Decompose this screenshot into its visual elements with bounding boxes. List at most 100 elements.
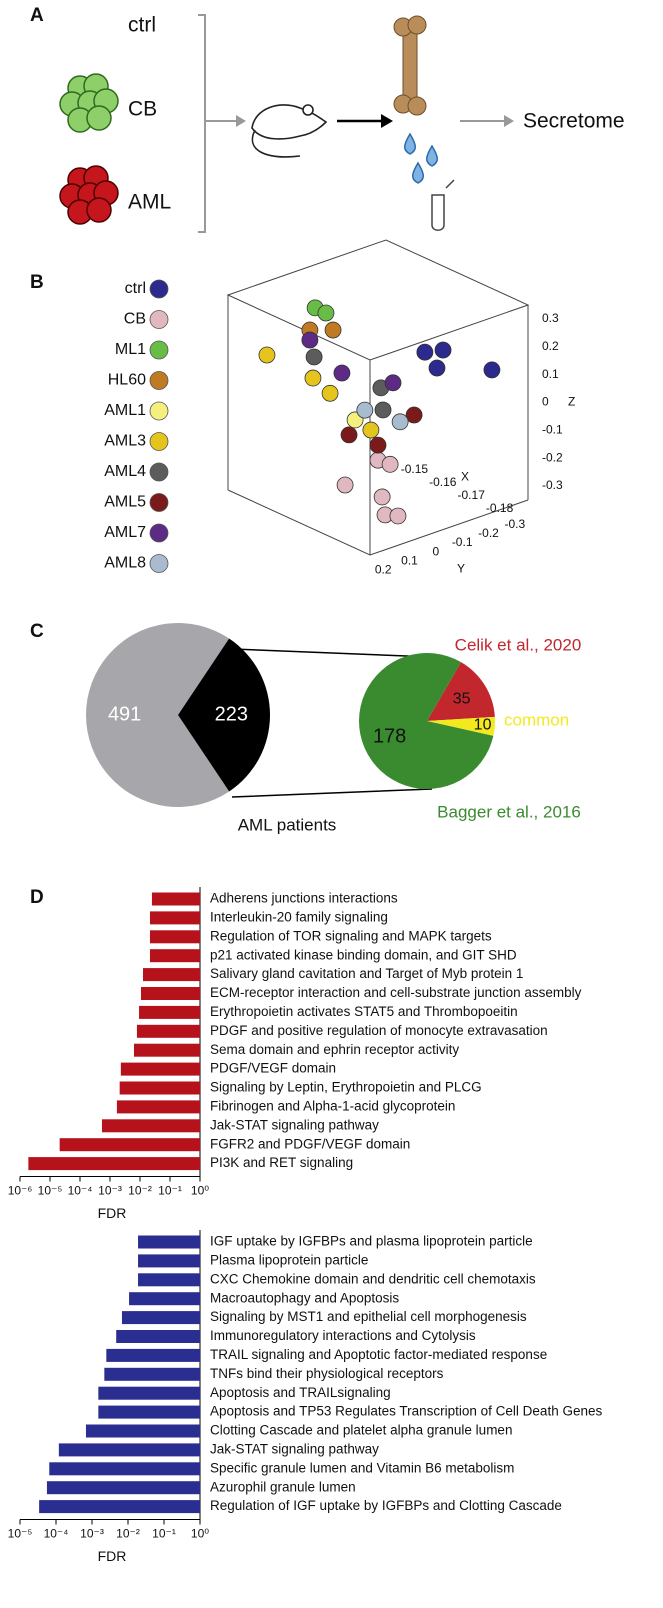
arrow-head bbox=[381, 114, 393, 128]
bar-label: PDGF/VEGF domain bbox=[210, 1061, 336, 1076]
panel-label: D bbox=[30, 887, 44, 908]
bar-label: Signaling by Leptin, Erythropoietin and … bbox=[210, 1080, 482, 1095]
y-axis-label: Y bbox=[457, 562, 465, 576]
point bbox=[374, 401, 392, 419]
x-tick-label: 10⁻¹ bbox=[152, 1527, 176, 1541]
bar bbox=[138, 1235, 200, 1249]
bar bbox=[116, 1100, 200, 1114]
bar bbox=[143, 968, 200, 982]
bar-label: Clotting Cascade and platelet alpha gran… bbox=[210, 1423, 512, 1438]
z-tick-label: 0.2 bbox=[542, 339, 559, 353]
bar bbox=[28, 1157, 200, 1171]
z-tick-label: 0.1 bbox=[542, 367, 559, 381]
bar bbox=[85, 1424, 200, 1438]
x-tick-label: 10⁰ bbox=[191, 1184, 209, 1198]
drops bbox=[404, 132, 438, 184]
bar-label: PDGF and positive regulation of monocyte… bbox=[210, 1023, 548, 1038]
legend-swatch bbox=[149, 462, 169, 482]
pie-slice bbox=[178, 638, 271, 792]
pie-label: AML patients bbox=[238, 815, 337, 834]
bar-label: Adherens junctions interactions bbox=[210, 891, 398, 906]
x-tick-label: 10⁻⁵ bbox=[38, 1184, 63, 1198]
bar-label: Regulation of IGF uptake by IGFBPs and C… bbox=[210, 1498, 562, 1513]
z-tick-label: -0.3 bbox=[542, 478, 563, 492]
x-tick-label: -0.17 bbox=[458, 488, 486, 502]
bar-label: Sema domain and ephrin receptor activity bbox=[210, 1042, 459, 1057]
bar-label: PI3K and RET signaling bbox=[210, 1155, 353, 1170]
y-tick-label: 0 bbox=[432, 544, 439, 558]
point bbox=[405, 406, 423, 424]
legend-swatch bbox=[149, 493, 169, 512]
z-axis-label: Z bbox=[568, 395, 575, 409]
legend-swatch bbox=[149, 401, 169, 421]
y-tick-label: 0.1 bbox=[401, 553, 418, 567]
bar bbox=[106, 1348, 200, 1362]
legend-label: AML4 bbox=[104, 463, 146, 480]
point bbox=[381, 455, 399, 473]
bar bbox=[120, 1062, 200, 1076]
cell-cluster bbox=[59, 73, 119, 133]
diagram: ctrl CB AML Secretome bbox=[59, 14, 625, 233]
bar-label: FGFR2 and PDGF/VEGF domain bbox=[210, 1136, 410, 1151]
mouse bbox=[251, 104, 328, 158]
connector bbox=[231, 648, 433, 798]
point bbox=[391, 413, 409, 431]
bar-label: ECM-receptor interaction and cell-substr… bbox=[210, 985, 582, 1000]
value-label: 491 bbox=[108, 703, 141, 725]
bone bbox=[393, 15, 427, 116]
category-label: common bbox=[504, 710, 569, 729]
x-tick-label: 10⁻⁴ bbox=[44, 1527, 69, 1541]
point bbox=[301, 331, 319, 349]
point bbox=[258, 346, 276, 364]
point bbox=[321, 384, 339, 402]
pie-slice bbox=[359, 653, 494, 790]
legend-label: AML3 bbox=[104, 433, 146, 450]
bracket bbox=[198, 14, 238, 233]
z-tick-label: 0.3 bbox=[542, 311, 559, 325]
x-axis-label: FDR bbox=[98, 1548, 127, 1564]
output-label: Secretome bbox=[523, 110, 625, 133]
bar-label: Azurophil granule lumen bbox=[210, 1479, 356, 1494]
bar bbox=[136, 1024, 200, 1038]
bar bbox=[138, 1254, 200, 1268]
x-axis-label: X bbox=[461, 470, 469, 484]
legend-label: AML7 bbox=[104, 524, 146, 541]
x-tick-label: 10⁻² bbox=[128, 1184, 152, 1198]
value-label: 223 bbox=[215, 703, 248, 725]
panel-label: C bbox=[30, 621, 44, 642]
pie-slice bbox=[427, 716, 495, 736]
x-tick-label: 10⁻⁵ bbox=[8, 1527, 33, 1541]
bar-label: TNFs bind their physiological receptors bbox=[210, 1366, 444, 1381]
bar bbox=[149, 911, 200, 925]
bar bbox=[133, 1043, 200, 1057]
value-label: 178 bbox=[373, 726, 406, 748]
x-tick-label: 10⁻² bbox=[116, 1527, 140, 1541]
point bbox=[434, 341, 452, 359]
tube bbox=[431, 179, 455, 231]
point bbox=[369, 436, 387, 454]
x-tick-label: -0.18 bbox=[486, 501, 514, 515]
legend-swatch bbox=[149, 340, 169, 360]
bar bbox=[104, 1367, 200, 1381]
legend-swatch bbox=[149, 310, 169, 329]
bar-label: Regulation of TOR signaling and MAPK tar… bbox=[210, 928, 492, 943]
bar-label: Interleukin-20 family signaling bbox=[210, 909, 388, 924]
y-tick-label: -0.1 bbox=[452, 535, 473, 549]
bar bbox=[98, 1405, 200, 1419]
panel-label: A bbox=[30, 5, 44, 26]
bar-label: Salivary gland cavitation and Target of … bbox=[210, 966, 523, 981]
bar-label: Apoptosis and TRAILsignaling bbox=[210, 1385, 391, 1400]
legend-label: ctrl bbox=[125, 280, 146, 297]
bar bbox=[49, 1462, 201, 1476]
x-tick-label: 10⁻³ bbox=[80, 1527, 104, 1541]
x-tick-label: 10⁻⁴ bbox=[68, 1184, 93, 1198]
pie-slice bbox=[427, 662, 495, 721]
bar-label: Fibrinogen and Alpha-1-acid glycoprotein bbox=[210, 1098, 455, 1113]
x-tick-label: 10⁰ bbox=[191, 1527, 209, 1541]
point bbox=[362, 421, 380, 439]
bar bbox=[116, 1330, 200, 1343]
bar-label: p21 activated kinase binding domain, and… bbox=[210, 947, 517, 962]
bar bbox=[58, 1443, 200, 1457]
legend-swatch bbox=[149, 371, 169, 390]
point bbox=[305, 348, 323, 366]
